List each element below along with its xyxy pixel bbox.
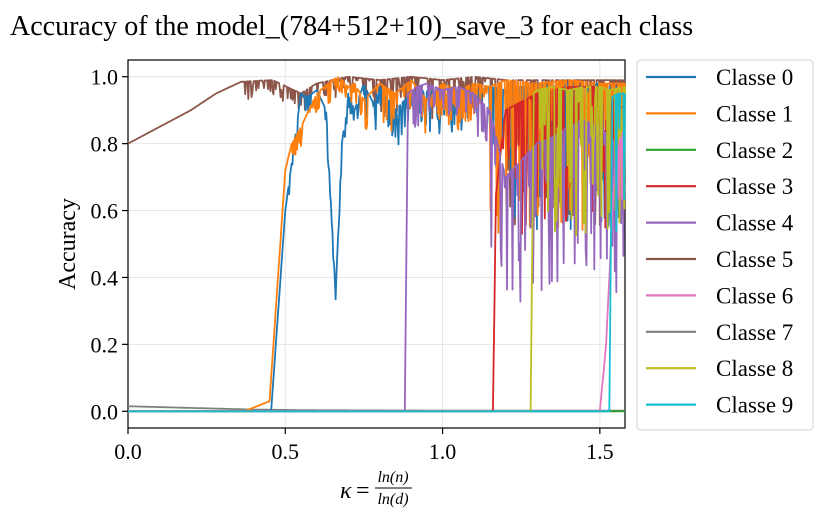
x-label-denominator: ln(d) bbox=[377, 491, 408, 508]
x-tick-label: 0.0 bbox=[114, 439, 142, 464]
legend-box bbox=[636, 59, 814, 431]
legend-label: Classe 0 bbox=[716, 65, 793, 90]
x-axis-label: κ = ln(n) ln(d) bbox=[340, 469, 412, 508]
y-axis-label: Accuracy bbox=[55, 198, 81, 290]
legend-label: Classe 7 bbox=[716, 320, 793, 345]
y-tick-label: 0.6 bbox=[91, 199, 119, 224]
legend-label: Classe 6 bbox=[716, 283, 793, 308]
series-layer bbox=[127, 75, 626, 413]
x-label-equals: = bbox=[356, 478, 370, 504]
series-line-7 bbox=[127, 405, 626, 412]
y-tick-label: 0.8 bbox=[91, 132, 119, 157]
legend: Classe 0 Classe 1 Classe 2 Classe 3 Classe 4… bbox=[646, 65, 794, 418]
plot-area bbox=[127, 59, 626, 429]
legend-label: Classe 3 bbox=[716, 174, 793, 199]
ticks-layer: 0.0 0.5 1.0 1.5 0.0 0.2 0.4 0.6 0.8 1.0 bbox=[91, 65, 614, 464]
x-tick-label: 1.0 bbox=[429, 439, 457, 464]
series-line-9 bbox=[127, 92, 626, 413]
legend-label: Classe 2 bbox=[716, 138, 793, 163]
y-tick-label: 0.2 bbox=[91, 332, 119, 357]
x-tick-label: 1.5 bbox=[586, 439, 614, 464]
legend-label: Classe 5 bbox=[716, 247, 793, 272]
legend-label: Classe 4 bbox=[716, 211, 794, 236]
chart-title: Accuracy of the model_(784+512+10)_save_… bbox=[10, 11, 693, 42]
y-tick-label: 1.0 bbox=[91, 65, 119, 90]
legend-label: Classe 8 bbox=[716, 356, 793, 381]
y-tick-label: 0.4 bbox=[91, 265, 119, 290]
x-tick-label: 0.5 bbox=[272, 439, 300, 464]
y-tick-label: 0.0 bbox=[91, 399, 119, 424]
legend-label: Classe 1 bbox=[716, 101, 793, 126]
x-label-kappa: κ bbox=[340, 478, 352, 504]
x-label-numerator: ln(n) bbox=[377, 469, 408, 486]
legend-label: Classe 9 bbox=[716, 393, 793, 418]
